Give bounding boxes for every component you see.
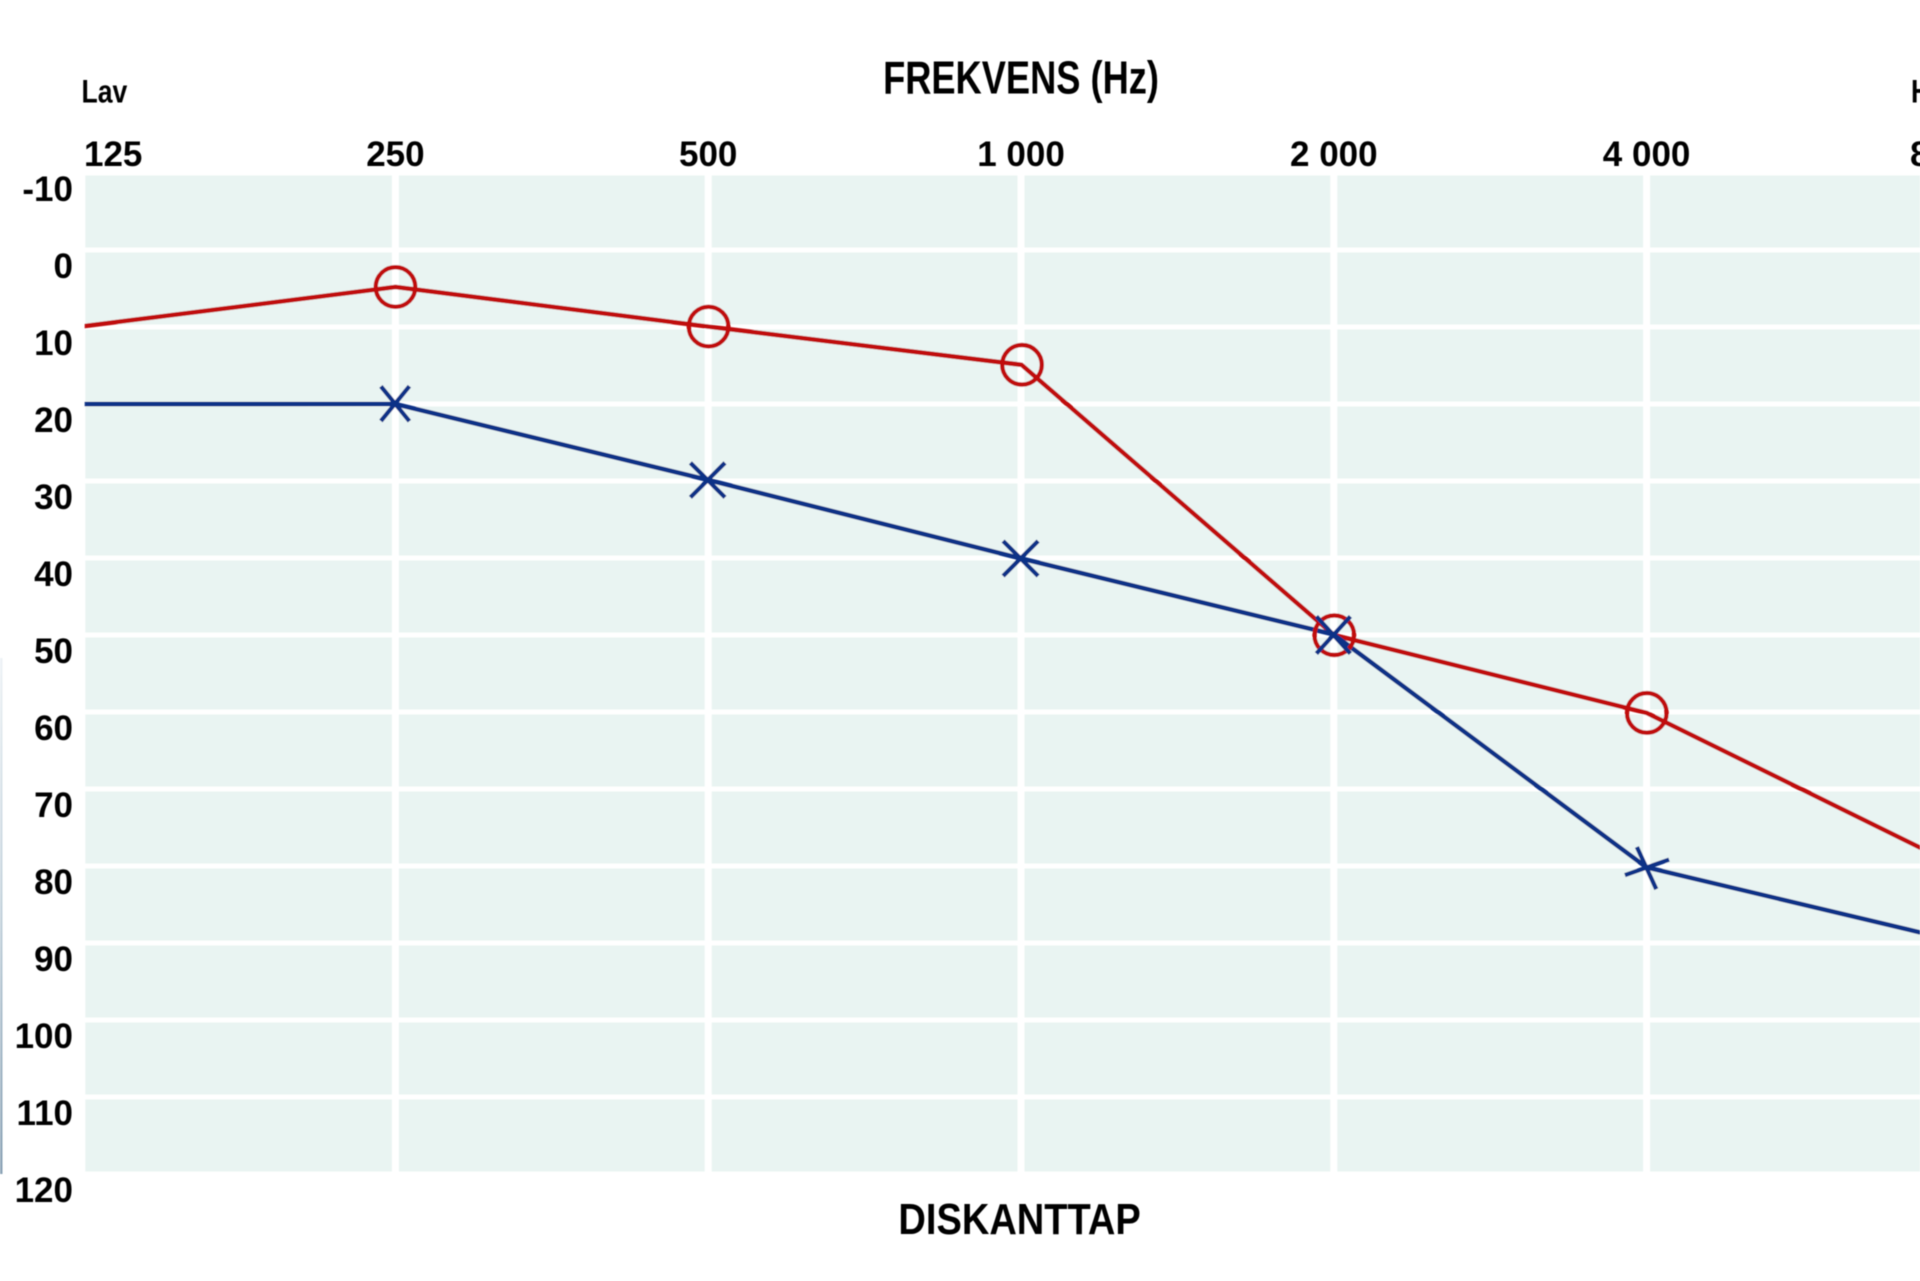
svg-text:FREKVENS (Hz): FREKVENS (Hz) <box>883 53 1159 104</box>
svg-text:500: 500 <box>679 135 737 174</box>
svg-text:100: 100 <box>15 1017 73 1056</box>
svg-text:20: 20 <box>34 401 73 440</box>
svg-text:10: 10 <box>34 324 73 363</box>
svg-text:4 000: 4 000 <box>1603 135 1691 174</box>
svg-text:80: 80 <box>34 863 73 902</box>
svg-text:8 000: 8 000 <box>1910 135 1920 174</box>
svg-text:Lav: Lav <box>82 74 128 110</box>
svg-text:0: 0 <box>54 247 73 286</box>
svg-text:110: 110 <box>17 1094 73 1133</box>
svg-text:-10: -10 <box>22 170 73 209</box>
svg-text:30: 30 <box>34 478 73 517</box>
svg-text:DISKANTTAP: DISKANTTAP <box>898 1194 1140 1243</box>
svg-text:2 000: 2 000 <box>1290 135 1378 174</box>
svg-text:120: 120 <box>15 1171 73 1210</box>
svg-text:70: 70 <box>34 786 73 825</box>
svg-text:90: 90 <box>34 940 73 979</box>
svg-text:50: 50 <box>34 632 73 671</box>
svg-text:125: 125 <box>84 135 142 174</box>
svg-text:60: 60 <box>34 709 73 748</box>
svg-text:250: 250 <box>366 135 424 174</box>
svg-text:1 000: 1 000 <box>977 135 1065 174</box>
svg-text:40: 40 <box>34 555 73 594</box>
svg-text:Høy: Høy <box>1911 74 1920 110</box>
